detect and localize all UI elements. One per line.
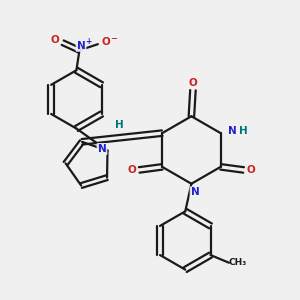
Text: CH₃: CH₃ xyxy=(229,258,247,267)
Text: N: N xyxy=(98,144,106,154)
Text: O: O xyxy=(189,77,197,88)
Text: H: H xyxy=(239,126,248,136)
Text: N: N xyxy=(228,126,237,136)
Text: H: H xyxy=(115,120,123,130)
Text: O: O xyxy=(50,35,59,45)
Text: +: + xyxy=(85,37,92,46)
Text: O: O xyxy=(247,165,256,175)
Text: N: N xyxy=(191,187,200,197)
Text: O: O xyxy=(101,37,110,47)
Text: N: N xyxy=(76,41,85,51)
Text: O: O xyxy=(127,165,136,175)
Text: −: − xyxy=(110,34,117,43)
